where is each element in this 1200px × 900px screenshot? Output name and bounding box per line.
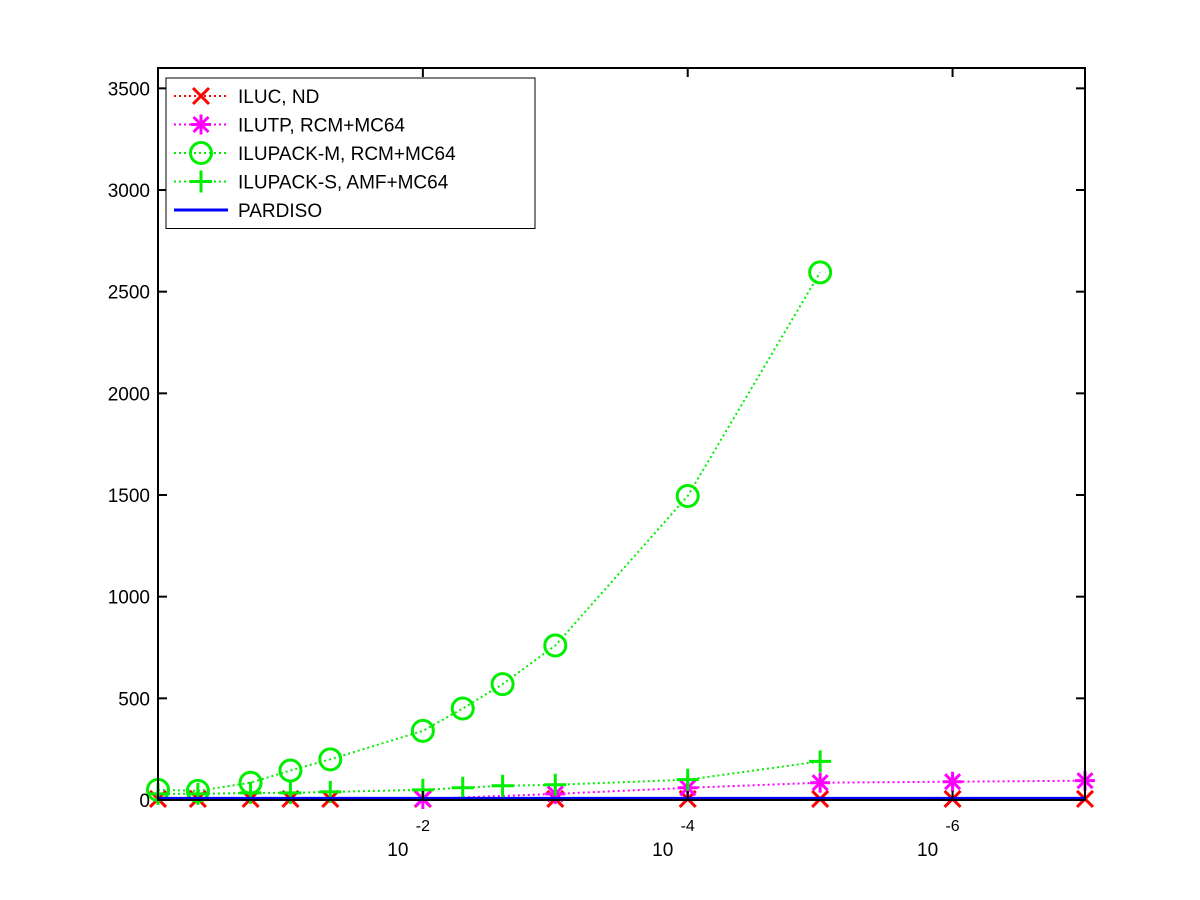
data-point-ilupack-s-amf-mc64-9 [676, 768, 699, 791]
y-tick-label-0: 0 [139, 791, 150, 812]
legend-item-pardiso: PARDISO [174, 201, 322, 222]
data-point-ilutp-rcm-mc64-4 [942, 771, 963, 792]
data-point-ilupack-m-rcm-mc64-4 [318, 747, 343, 772]
data-point-ilupack-m-rcm-mc64-9 [675, 484, 700, 509]
x-tick-base-0: 10 [387, 840, 408, 861]
data-point-ilupack-s-amf-mc64-6 [451, 776, 474, 799]
series-line-ilupack-s-amf-mc64 [158, 760, 821, 795]
series-ilutp-rcm-mc64 [412, 770, 1095, 809]
legend: ILUC, ND ILUTP, RCM+MC64 ILUPACK-M, RCM+MC… [165, 77, 536, 229]
plot-marks [146, 260, 1095, 809]
series-line-ilupack-m-rcm-mc64 [157, 271, 821, 792]
data-point-ilutp-rcm-mc64-3 [810, 772, 831, 793]
data-point-ilupack-s-amf-mc64-10 [809, 750, 832, 773]
x-tick-exponent-0: -2 [416, 818, 430, 835]
legend-marker-iluc-nd [191, 86, 211, 106]
y-tick-label-3: 1500 [108, 486, 150, 507]
data-point-ilupack-m-rcm-mc64-8 [543, 633, 568, 658]
y-tick-label-4: 2000 [108, 384, 150, 405]
legend-marker-ilupack-s-amf-mc64 [190, 170, 212, 193]
x-tick-exponent-1: -4 [681, 818, 695, 835]
legend-marker-ilupack-m-rcm-mc64 [189, 141, 213, 165]
legend-label-ilutp-rcm-mc64: ILUTP, RCM+MC64 [238, 116, 405, 137]
series-ilupack-m-rcm-mc64 [146, 260, 833, 803]
legend-box [165, 77, 536, 229]
y-tick-label-1: 500 [118, 689, 150, 710]
y-tick-label-5: 2500 [108, 283, 150, 304]
axes [157, 67, 1086, 801]
legend-marker-ilutp-rcm-mc64 [191, 114, 211, 135]
x-tick-exponent-2: -6 [945, 818, 959, 835]
data-point-ilupack-s-amf-mc64-7 [491, 774, 514, 797]
data-point-ilupack-m-rcm-mc64-7 [490, 672, 515, 697]
data-point-ilupack-m-rcm-mc64-6 [450, 696, 475, 721]
data-point-ilupack-s-amf-mc64-1 [186, 782, 209, 805]
legend-item-iluc-nd: ILUC, ND [174, 86, 319, 108]
data-point-ilupack-m-rcm-mc64-10 [808, 260, 833, 285]
y-tick-label-6: 3000 [108, 181, 150, 202]
x-tick-base-1: 10 [652, 840, 673, 861]
legend-item-ilutp-rcm-mc64: ILUTP, RCM+MC64 [174, 114, 405, 137]
legend-label-pardiso: PARDISO [238, 201, 322, 222]
data-point-ilupack-m-rcm-mc64-5 [410, 718, 435, 743]
legend-label-ilupack-s-amf-mc64: ILUPACK-S, AMF+MC64 [238, 173, 449, 194]
legend-label-ilupack-m-rcm-mc64: ILUPACK-M, RCM+MC64 [238, 144, 456, 165]
y-tick-label-2: 1000 [108, 588, 150, 609]
data-point-ilupack-s-amf-mc64-8 [544, 773, 567, 796]
series-line-ilutp-rcm-mc64 [422, 779, 1086, 800]
data-point-ilupack-m-rcm-mc64-3 [278, 758, 303, 783]
axes-box [157, 67, 1086, 801]
legend-label-iluc-nd: ILUC, ND [238, 87, 319, 108]
tick-labels: 0 500 1000 1500 2000 2500 3000 3500 -2 10 -4 10 -6 10 [108, 79, 960, 861]
y-tick-label-7: 3500 [108, 79, 150, 100]
legend-item-ilupack-s-amf-mc64: ILUPACK-S, AMF+MC64 [174, 170, 449, 194]
series-ilupack-s-amf-mc64 [147, 750, 832, 805]
x-tick-base-2: 10 [917, 840, 938, 861]
legend-item-ilupack-m-rcm-mc64: ILUPACK-M, RCM+MC64 [174, 141, 456, 165]
